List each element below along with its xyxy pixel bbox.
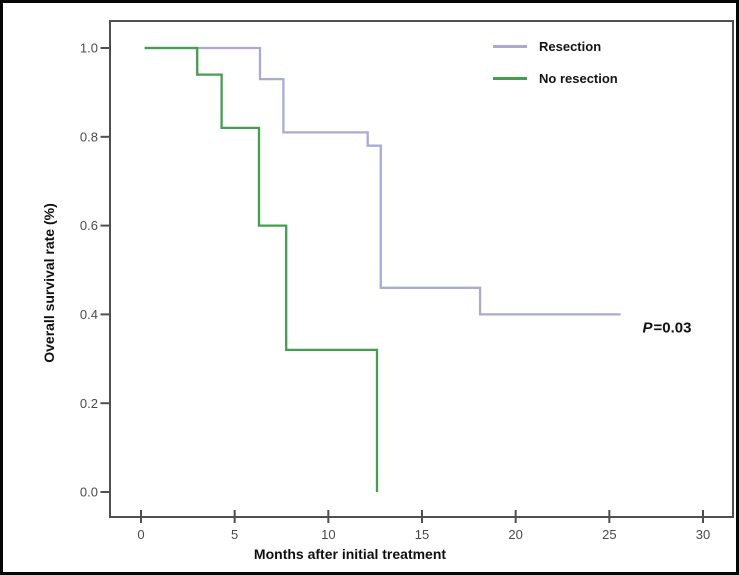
legend-swatch-resection bbox=[493, 44, 527, 48]
y-tick-label: 1.0 bbox=[80, 41, 98, 56]
p-value-text: =0.03 bbox=[653, 319, 692, 337]
p-value-symbol: P bbox=[642, 319, 653, 337]
x-tick-label: 20 bbox=[508, 527, 522, 542]
legend: Resection No resection bbox=[493, 30, 618, 94]
y-tick-label: 0.0 bbox=[80, 485, 98, 500]
x-tick-label: 10 bbox=[321, 527, 335, 542]
y-tick-label: 0.8 bbox=[80, 129, 98, 144]
legend-label-no-resection: No resection bbox=[539, 70, 618, 86]
y-tick-label: 0.2 bbox=[80, 396, 98, 411]
x-tick-label: 25 bbox=[602, 527, 616, 542]
plot-frame bbox=[109, 20, 734, 518]
x-tick-label: 0 bbox=[137, 527, 144, 542]
x-tick-label: 15 bbox=[415, 527, 429, 542]
no-resection-curve bbox=[144, 46, 379, 492]
y-axis-label: Overall survival rate (%) bbox=[41, 203, 57, 363]
legend-swatch-no-resection bbox=[493, 76, 527, 80]
y-tick-label: 0.4 bbox=[80, 307, 98, 322]
legend-item-no-resection: No resection bbox=[493, 62, 618, 94]
x-tick-label: 5 bbox=[231, 527, 238, 542]
survival-chart: 1.0 0.8 0.6 0.4 0.2 0.0 0 5 10 15 20 25 30 bbox=[80, 20, 734, 542]
legend-label-resection: Resection bbox=[539, 38, 602, 54]
x-axis-label: Months after initial treatment bbox=[253, 546, 447, 562]
y-tick-label: 0.6 bbox=[80, 218, 98, 233]
resection-curve bbox=[144, 46, 621, 316]
legend-item-resection: Resection bbox=[493, 30, 618, 62]
x-tick-label: 30 bbox=[696, 527, 710, 542]
p-value-annotation: P=0.03 bbox=[643, 320, 692, 337]
